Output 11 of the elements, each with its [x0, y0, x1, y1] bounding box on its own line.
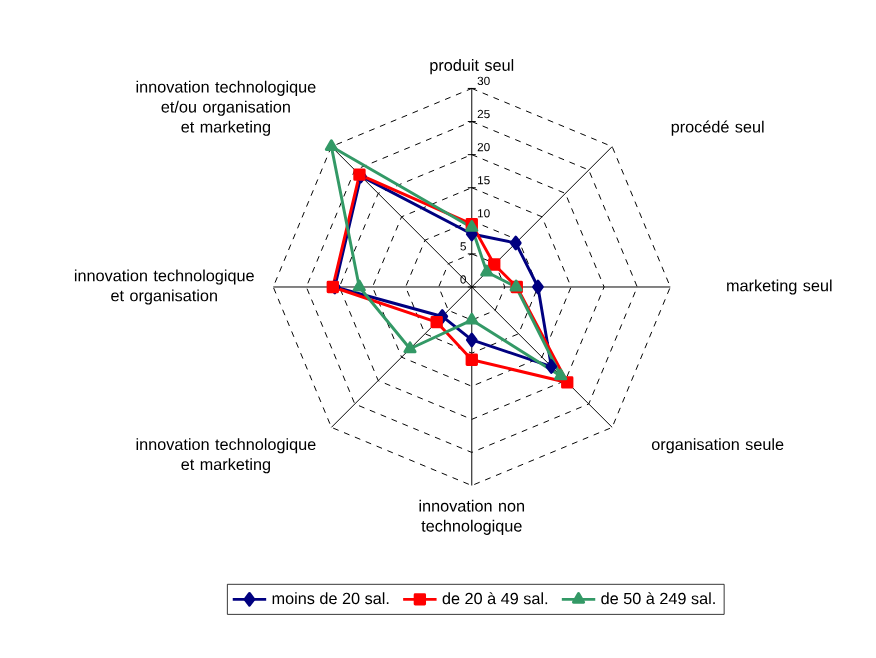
spoke-label: innovation technologique et marketing [136, 437, 316, 474]
legend-label: de 50 à 249 sal. [601, 591, 715, 605]
spoke-label: innovation technologique et organisation [74, 269, 254, 305]
legend-label: de 20 à 49 sal. [442, 591, 548, 605]
spoke-label: innovation technologique et/ou organisation et marketing [136, 80, 316, 136]
spoke-label: marketing seul [727, 279, 832, 295]
spoke-label: innovation non technologique [419, 499, 525, 535]
legend-label: moins de 20 sal. [272, 592, 389, 604]
spoke-label: procédé seul [671, 120, 764, 136]
spoke-label: produit seul [430, 58, 514, 74]
spoke-label: organisation seule [651, 437, 784, 454]
